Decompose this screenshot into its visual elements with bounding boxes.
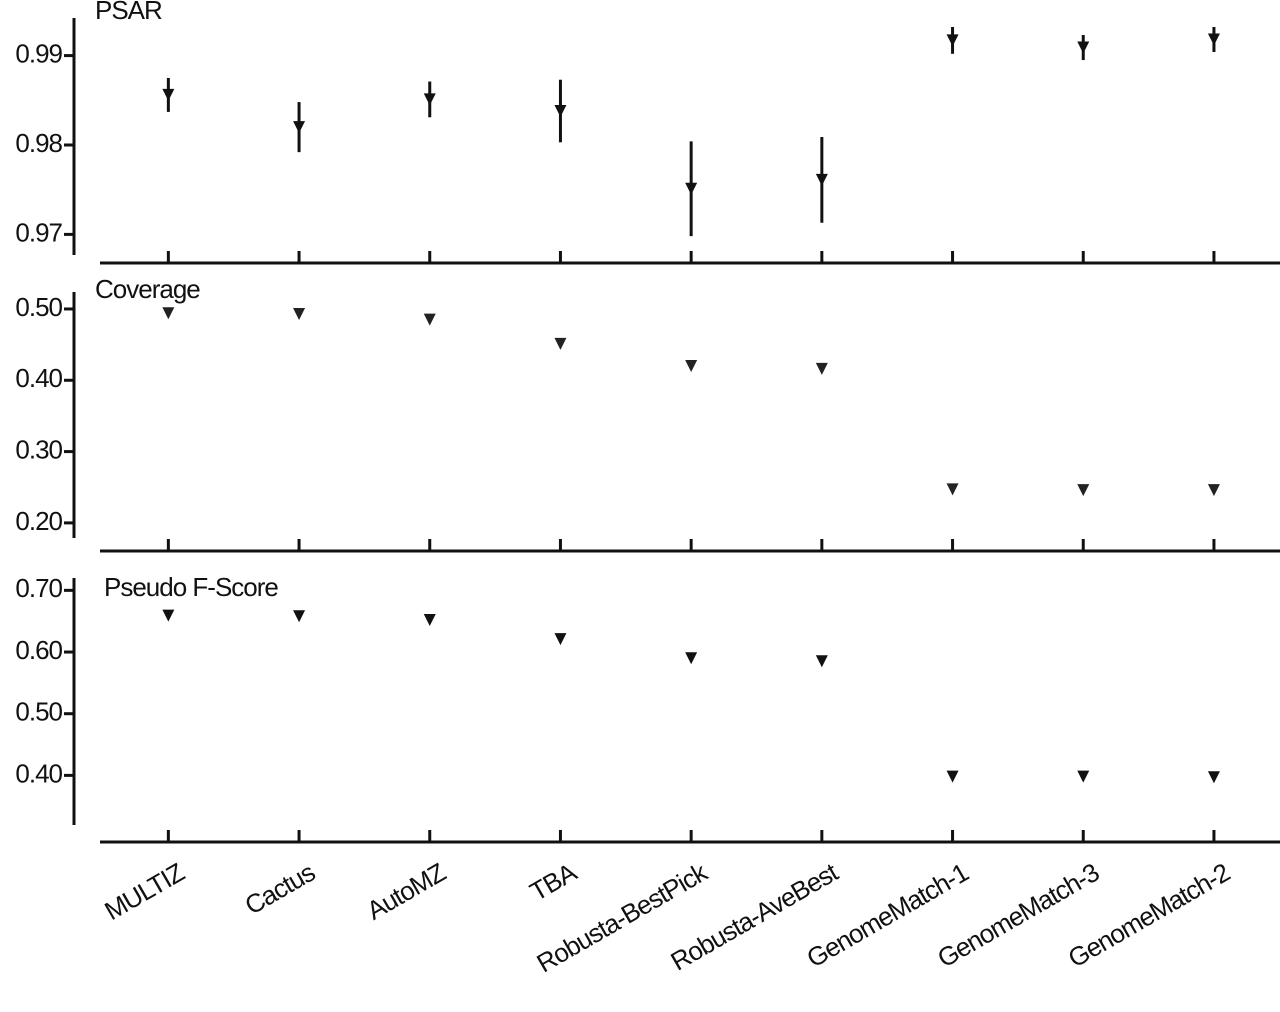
marker	[293, 610, 306, 623]
marker	[815, 655, 828, 668]
y-tick-label: 0.50	[15, 697, 62, 727]
marker	[946, 34, 959, 47]
marker	[685, 360, 698, 373]
panel-title: Coverage	[95, 274, 200, 304]
y-tick-label: 0.40	[15, 758, 62, 788]
marker	[293, 121, 306, 134]
y-tick-label: 0.98	[15, 128, 62, 158]
marker	[554, 105, 567, 118]
y-tick-label: 0.30	[15, 434, 62, 464]
marker	[162, 307, 175, 320]
marker	[423, 613, 436, 626]
marker	[554, 337, 567, 350]
x-tick-label: TBA	[525, 856, 583, 907]
marker	[685, 652, 698, 665]
marker	[1077, 770, 1090, 783]
marker	[1207, 484, 1220, 497]
marker	[1207, 33, 1220, 46]
y-tick-label: 0.60	[15, 635, 62, 665]
marker	[946, 483, 959, 496]
marker	[423, 313, 436, 326]
y-tick-label: 0.99	[15, 38, 62, 68]
x-tick-label: Cactus	[240, 857, 321, 921]
marker	[162, 609, 175, 622]
y-tick-label: 0.97	[15, 217, 62, 247]
x-tick-label: MULTIZ	[99, 857, 189, 927]
y-tick-label: 0.70	[15, 573, 62, 603]
panel-title: Pseudo F-Score	[104, 572, 278, 602]
marker	[815, 173, 828, 186]
marker	[1207, 771, 1220, 784]
marker	[946, 770, 959, 783]
x-tick-label: AutoMZ	[362, 857, 452, 926]
marker	[293, 307, 306, 320]
marker	[423, 93, 436, 106]
marker	[162, 88, 175, 101]
marker	[685, 182, 698, 195]
y-tick-label: 0.50	[15, 292, 62, 322]
marker	[1077, 41, 1090, 54]
y-tick-label: 0.40	[15, 363, 62, 393]
marker	[554, 633, 567, 646]
marker	[1077, 484, 1090, 497]
marker	[815, 362, 828, 375]
panel-title: PSAR	[95, 0, 162, 25]
y-tick-label: 0.20	[15, 506, 62, 536]
